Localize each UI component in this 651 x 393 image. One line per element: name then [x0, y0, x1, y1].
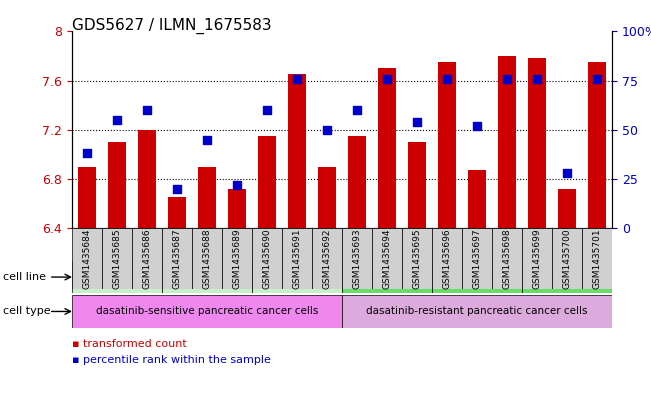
- Text: ▪ percentile rank within the sample: ▪ percentile rank within the sample: [72, 354, 270, 365]
- FancyBboxPatch shape: [282, 228, 312, 289]
- FancyBboxPatch shape: [342, 228, 372, 289]
- FancyBboxPatch shape: [161, 261, 252, 293]
- FancyBboxPatch shape: [72, 228, 102, 289]
- Bar: [168, 197, 186, 228]
- Bar: [498, 56, 516, 228]
- Point: [141, 107, 152, 113]
- Text: GSM1435690: GSM1435690: [262, 228, 271, 289]
- Text: GSM1435694: GSM1435694: [382, 228, 391, 288]
- Text: GSM1435689: GSM1435689: [232, 228, 242, 289]
- Text: GSM1435697: GSM1435697: [473, 228, 481, 289]
- FancyBboxPatch shape: [432, 228, 462, 289]
- FancyBboxPatch shape: [312, 228, 342, 289]
- Text: dasatinib-sensitive pancreatic cancer cells: dasatinib-sensitive pancreatic cancer ce…: [96, 307, 318, 316]
- Bar: [438, 62, 456, 228]
- FancyBboxPatch shape: [161, 228, 191, 289]
- Point: [441, 75, 452, 82]
- FancyBboxPatch shape: [582, 228, 612, 289]
- Point: [532, 75, 542, 82]
- Bar: [348, 136, 366, 228]
- Text: GSM1435696: GSM1435696: [442, 228, 451, 289]
- Text: Panc0403: Panc0403: [89, 272, 144, 282]
- FancyBboxPatch shape: [252, 228, 282, 289]
- Bar: [378, 68, 396, 228]
- FancyBboxPatch shape: [191, 228, 222, 289]
- Text: GSM1435684: GSM1435684: [82, 228, 91, 288]
- Bar: [228, 189, 245, 228]
- Point: [381, 75, 392, 82]
- FancyBboxPatch shape: [522, 228, 552, 289]
- Bar: [468, 170, 486, 228]
- Point: [262, 107, 272, 113]
- FancyBboxPatch shape: [492, 228, 522, 289]
- Bar: [198, 167, 215, 228]
- FancyBboxPatch shape: [72, 261, 161, 293]
- FancyBboxPatch shape: [252, 261, 342, 293]
- Text: GSM1435693: GSM1435693: [352, 228, 361, 289]
- Text: GSM1435686: GSM1435686: [142, 228, 151, 289]
- FancyBboxPatch shape: [402, 228, 432, 289]
- FancyBboxPatch shape: [342, 295, 612, 328]
- Point: [592, 75, 602, 82]
- Bar: [588, 62, 606, 228]
- FancyBboxPatch shape: [432, 261, 522, 293]
- Text: GSM1435698: GSM1435698: [503, 228, 512, 289]
- Text: SU8686: SU8686: [365, 272, 409, 282]
- FancyBboxPatch shape: [102, 228, 132, 289]
- Text: GSM1435688: GSM1435688: [202, 228, 211, 289]
- Text: GSM1435687: GSM1435687: [172, 228, 181, 289]
- FancyBboxPatch shape: [222, 228, 252, 289]
- Point: [352, 107, 362, 113]
- Text: GSM1435700: GSM1435700: [562, 228, 572, 289]
- Bar: [558, 189, 576, 228]
- Text: GSM1435692: GSM1435692: [322, 228, 331, 288]
- Bar: [318, 167, 336, 228]
- Point: [471, 123, 482, 129]
- Point: [411, 119, 422, 125]
- FancyBboxPatch shape: [462, 228, 492, 289]
- Point: [502, 75, 512, 82]
- Point: [111, 117, 122, 123]
- Point: [171, 185, 182, 192]
- Bar: [288, 74, 306, 228]
- Bar: [137, 130, 156, 228]
- Bar: [107, 142, 126, 228]
- Text: GSM1435691: GSM1435691: [292, 228, 301, 289]
- Bar: [408, 142, 426, 228]
- Text: cell line: cell line: [3, 272, 46, 282]
- Text: ▪ transformed count: ▪ transformed count: [72, 339, 186, 349]
- FancyBboxPatch shape: [552, 228, 582, 289]
- Bar: [77, 167, 96, 228]
- Point: [232, 182, 242, 188]
- Text: Panc1: Panc1: [550, 272, 583, 282]
- FancyBboxPatch shape: [132, 228, 161, 289]
- Bar: [258, 136, 276, 228]
- Text: MiaPaCa2: MiaPaCa2: [450, 272, 504, 282]
- Text: GSM1435685: GSM1435685: [112, 228, 121, 289]
- Text: Panc0504: Panc0504: [180, 272, 234, 282]
- Text: GSM1435699: GSM1435699: [533, 228, 542, 289]
- Text: GDS5627 / ILMN_1675583: GDS5627 / ILMN_1675583: [72, 18, 271, 34]
- FancyBboxPatch shape: [522, 261, 612, 293]
- Point: [562, 170, 572, 176]
- FancyBboxPatch shape: [72, 295, 342, 328]
- Text: GSM1435695: GSM1435695: [412, 228, 421, 289]
- FancyBboxPatch shape: [342, 261, 432, 293]
- Point: [201, 136, 212, 143]
- Point: [81, 150, 92, 156]
- Text: GSM1435701: GSM1435701: [592, 228, 602, 289]
- Bar: [528, 59, 546, 228]
- Text: cell type: cell type: [3, 307, 51, 316]
- Point: [292, 75, 302, 82]
- Text: dasatinib-resistant pancreatic cancer cells: dasatinib-resistant pancreatic cancer ce…: [366, 307, 588, 316]
- FancyBboxPatch shape: [372, 228, 402, 289]
- Text: Panc1005: Panc1005: [270, 272, 324, 282]
- Point: [322, 127, 332, 133]
